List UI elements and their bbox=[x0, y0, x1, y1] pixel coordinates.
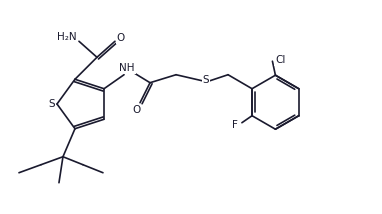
Text: O: O bbox=[117, 33, 125, 43]
Text: H: H bbox=[125, 65, 133, 75]
Text: NH: NH bbox=[119, 63, 135, 73]
Text: S: S bbox=[203, 75, 209, 85]
Text: H₂N: H₂N bbox=[57, 32, 77, 42]
Text: O: O bbox=[132, 105, 140, 115]
Text: S: S bbox=[49, 99, 55, 109]
Text: F: F bbox=[232, 120, 238, 130]
Text: Cl: Cl bbox=[275, 55, 286, 65]
